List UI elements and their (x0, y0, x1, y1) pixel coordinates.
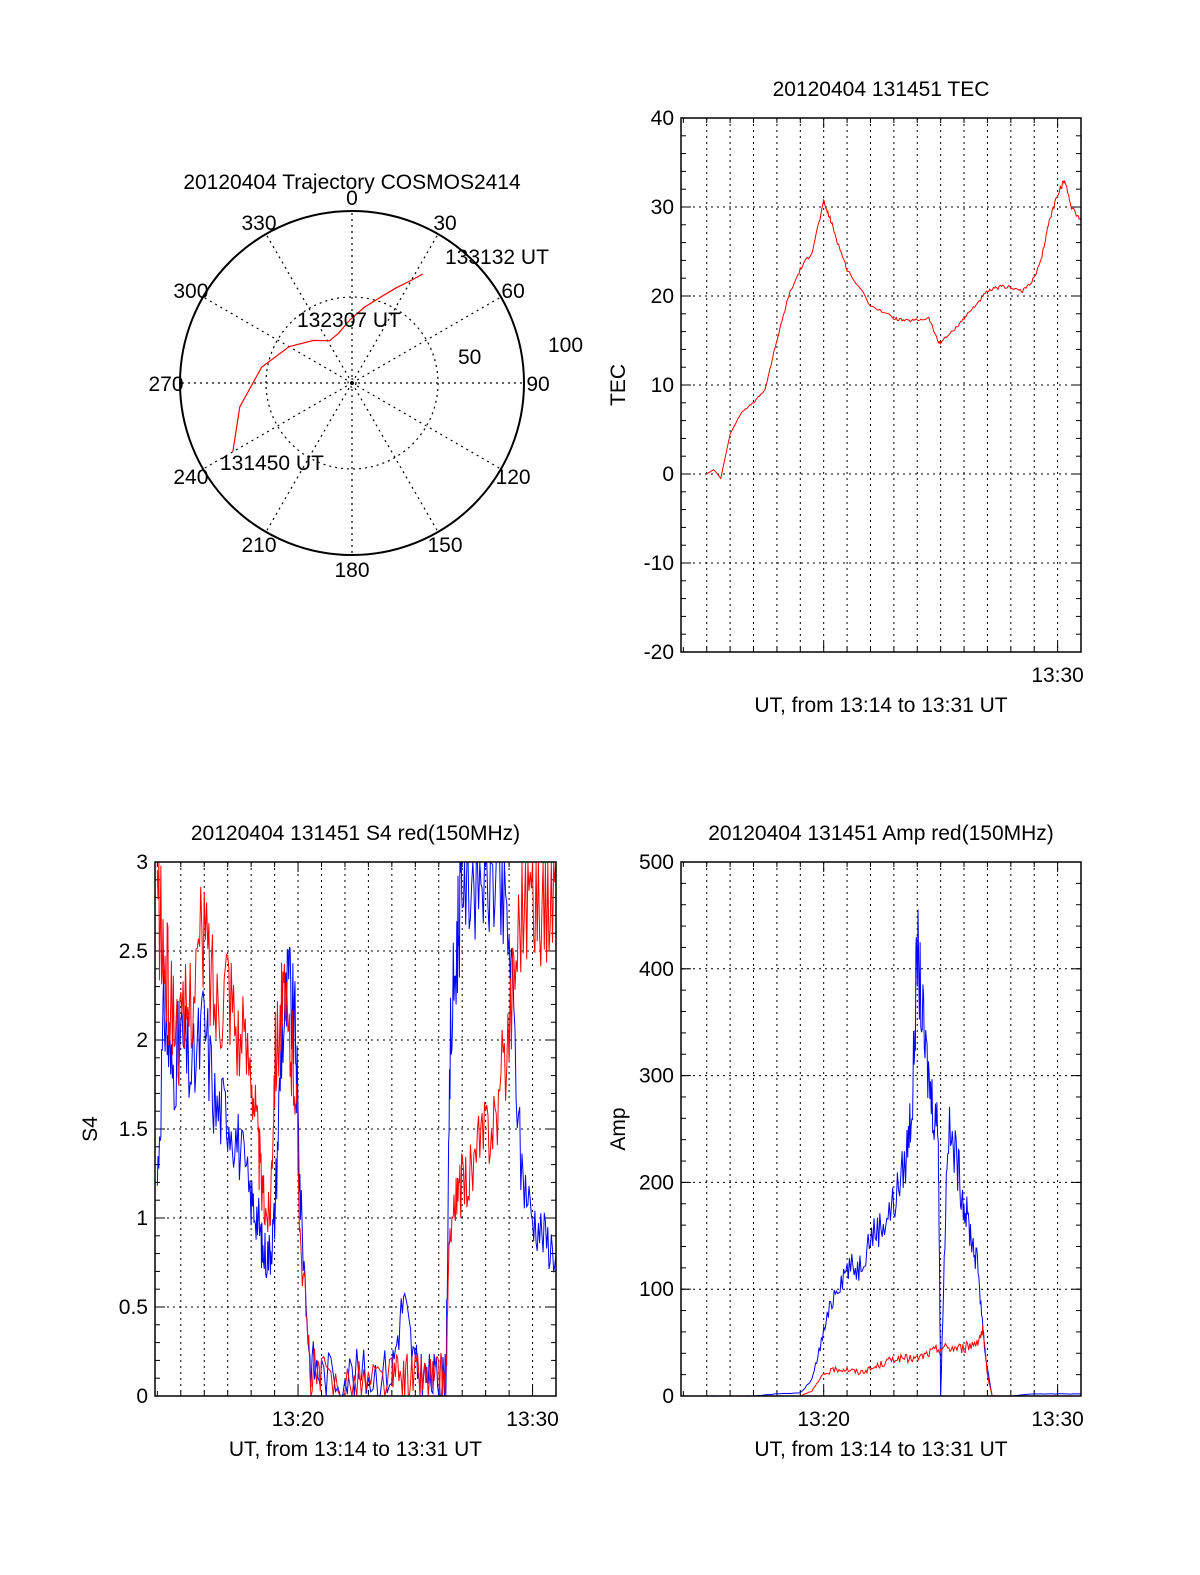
polar-azimuth-label: 90 (526, 373, 549, 396)
x-axis-label: UT, from 13:14 to 13:31 UT (754, 694, 1007, 717)
plot-frame (154, 861, 557, 1397)
y-tick-label: 1.5 (119, 1118, 148, 1141)
polar-azimuth-label: 270 (148, 373, 183, 396)
polar-azimuth-label: 300 (173, 280, 208, 303)
polar-chart: 20120404 Trajectory COSMOS2414 0 30 60 90 12… (148, 171, 583, 582)
series-line (156, 860, 557, 1397)
y-tick-label: 500 (639, 851, 674, 874)
y-tick-label: 10 (651, 374, 674, 397)
x-axis-label: UT, from 13:14 to 13:31 UT (754, 1438, 1007, 1461)
y-tick-label: 100 (639, 1278, 674, 1301)
polar-azimuth-labels: 0 30 60 90 120 150 180 210 240 270 300 330 (148, 187, 549, 582)
polar-azimuth-label: 60 (501, 280, 524, 303)
y-tick-label: 200 (639, 1171, 674, 1194)
y-axis-label: TEC (607, 364, 630, 406)
polar-grid (180, 211, 524, 555)
y-axis-label: Amp (607, 1107, 630, 1150)
chart-title: 20120404 131451 Amp red(150MHz) (708, 822, 1054, 845)
x-tick-label: 13:30 (1031, 1408, 1084, 1431)
polar-spoke (202, 382, 353, 470)
s4-chart: 20120404 131451 S4 red(150MHz) 0 0.5 1 1.5 2 2… (79, 822, 559, 1461)
x-axis-label: UT, from 13:14 to 13:31 UT (229, 1438, 482, 1461)
polar-spoke (351, 296, 502, 384)
polar-azimuth-label: 180 (334, 559, 369, 582)
polar-spoke (351, 233, 439, 384)
polar-azimuth-label: 150 (427, 534, 462, 557)
plot-frame (680, 861, 1082, 1397)
polar-azimuth-label: 210 (241, 534, 276, 557)
y-tick-label: 40 (651, 107, 674, 130)
x-tick-label: 13:30 (506, 1408, 559, 1431)
y-axis-label: S4 (79, 1116, 102, 1142)
tec-chart: 20120404 131451 TEC -20 -10 0 10 20 30 40 13:30 U… (607, 78, 1084, 717)
y-tick-label: -10 (644, 552, 674, 575)
polar-spoke (202, 296, 353, 384)
y-tick-label: 400 (639, 958, 674, 981)
polar-radius-label-100: 100 (548, 334, 583, 357)
chart-title: 20120404 131451 TEC (773, 78, 990, 101)
y-tick-label: 30 (651, 196, 674, 219)
polar-spoke (265, 233, 353, 384)
series-line (706, 1324, 1081, 1397)
polar-title: 20120404 Trajectory COSMOS2414 (183, 171, 521, 194)
y-tick-label: 0 (662, 1385, 674, 1408)
polar-azimuth-label: 240 (173, 466, 208, 489)
y-tick-label: 0 (136, 1385, 148, 1408)
plot-frame (680, 117, 1082, 653)
x-tick-label: 13:30 (1031, 664, 1084, 687)
polar-spoke (351, 382, 502, 470)
x-tick-label: 13:20 (797, 1408, 850, 1431)
polar-outer-ring (179, 210, 525, 556)
satellite-track (232, 273, 424, 452)
y-tick-label: 3 (136, 851, 148, 874)
annotation-end-time: 133132 UT (445, 246, 549, 269)
annotation-mid-time: 132307 UT (297, 309, 401, 332)
annotation-start-time: 131450 UT (220, 452, 324, 475)
amp-chart: 20120404 131451 Amp red(150MHz) 0 100 200 30… (607, 822, 1084, 1461)
y-tick-label: -20 (644, 641, 674, 664)
series-line (156, 861, 557, 1397)
polar-spoke (265, 382, 353, 533)
polar-azimuth-label: 30 (433, 212, 456, 235)
polar-azimuth-label: 330 (241, 212, 276, 235)
polar-azimuth-label: 120 (496, 466, 531, 489)
x-tick-label: 13:20 (272, 1408, 325, 1431)
y-tick-label: 1 (136, 1207, 148, 1230)
y-tick-label: 0 (662, 463, 674, 486)
y-tick-label: 2 (136, 1029, 148, 1052)
polar-radius-label-50: 50 (458, 346, 481, 369)
y-tick-label: 300 (639, 1065, 674, 1088)
chart-title: 20120404 131451 S4 red(150MHz) (191, 822, 520, 845)
polar-spoke (351, 382, 439, 533)
y-tick-label: 20 (651, 285, 674, 308)
y-tick-label: 2.5 (119, 940, 148, 963)
polar-center (347, 378, 357, 388)
y-tick-label: 0.5 (119, 1296, 148, 1319)
polar-azimuth-label: 0 (346, 187, 358, 210)
series-line (706, 180, 1082, 480)
